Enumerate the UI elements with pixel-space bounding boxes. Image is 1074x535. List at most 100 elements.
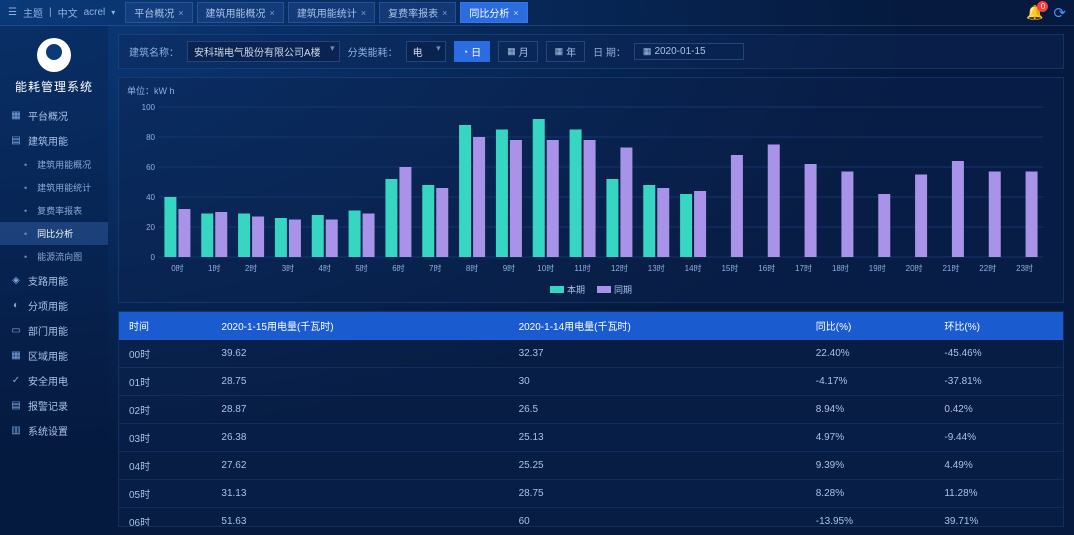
sidebar-subitem[interactable]: 同比分析 — [0, 222, 108, 245]
table-row: 06时51.6360-13.95%39.71% — [119, 508, 1063, 528]
filter-bar: 建筑名称： 安科瑞电气股份有限公司A楼 分类能耗： 电 ◔日 ▦月 ▦年 日 期… — [118, 34, 1064, 69]
bell-icon[interactable]: 🔔0 — [1026, 4, 1043, 21]
menu-icon: ✓ — [10, 375, 22, 386]
sidebar-item[interactable]: ▦区域用能 — [0, 343, 108, 368]
tab-bar: 平台概况×建筑用能概况×建筑用能统计×复费率报表×同比分析× — [125, 2, 527, 23]
menu-icon: ▥ — [10, 425, 22, 436]
svg-text:9时: 9时 — [503, 263, 515, 273]
menu-icon: ▤ — [10, 400, 22, 411]
app-logo: 能耗管理系统 — [0, 38, 108, 95]
svg-text:40: 40 — [146, 193, 155, 202]
close-icon[interactable]: × — [442, 8, 447, 18]
clock-icon: ◔ — [463, 47, 468, 57]
menu-toggle-icon[interactable]: ☰ — [8, 7, 17, 18]
svg-text:100: 100 — [142, 103, 156, 112]
svg-text:11时: 11时 — [574, 263, 590, 273]
close-icon[interactable]: × — [361, 8, 366, 18]
close-icon[interactable]: × — [178, 8, 183, 18]
svg-text:4时: 4时 — [319, 263, 331, 273]
table-row: 00时39.6232.3722.40%-45.46% — [119, 340, 1063, 368]
calendar-icon: ▦ — [555, 46, 564, 57]
svg-text:0: 0 — [151, 253, 156, 262]
table-row: 04时27.6225.259.39%4.49% — [119, 452, 1063, 480]
close-icon[interactable]: × — [513, 8, 518, 18]
sidebar-item[interactable]: ◈支路用能 — [0, 268, 108, 293]
svg-text:80: 80 — [146, 133, 155, 142]
svg-text:0时: 0时 — [171, 263, 183, 273]
sidebar-subitem[interactable]: 建筑用能概况 — [0, 153, 108, 176]
table-header: 环比(%) — [934, 312, 1063, 340]
data-table: 时间2020-1-15用电量(千瓦时)2020-1-14用电量(千瓦时)同比(%… — [119, 312, 1063, 527]
svg-text:20: 20 — [146, 223, 155, 232]
sidebar-item[interactable]: ▭部门用能 — [0, 318, 108, 343]
menu-icon: ▦ — [10, 110, 22, 121]
building-select[interactable]: 安科瑞电气股份有限公司A楼 — [187, 41, 340, 62]
type-label: 分类能耗： — [348, 44, 398, 59]
menu-icon: ◈ — [10, 275, 22, 286]
sidebar-subitem[interactable]: 复费率报表 — [0, 199, 108, 222]
refresh-icon[interactable]: ⟳ — [1053, 4, 1066, 22]
date-picker[interactable]: ▦2020-01-15 — [634, 43, 744, 60]
data-table-wrap: 时间2020-1-15用电量(千瓦时)2020-1-14用电量(千瓦时)同比(%… — [118, 311, 1064, 527]
tab[interactable]: 平台概况× — [125, 2, 192, 23]
period-month-button[interactable]: ▦月 — [498, 41, 538, 62]
menu-icon: ◐ — [10, 300, 22, 311]
date-label: 日 期： — [593, 44, 626, 59]
type-select[interactable]: 电 — [406, 41, 446, 62]
theme-label[interactable]: 主题 — [23, 5, 43, 20]
tab[interactable]: 建筑用能统计× — [288, 2, 375, 23]
chart-unit-label: 单位：kW h — [127, 84, 1055, 97]
svg-text:60: 60 — [146, 163, 155, 172]
table-row: 03时26.3825.134.97%-9.44% — [119, 424, 1063, 452]
table-header: 同比(%) — [806, 312, 935, 340]
svg-text:7时: 7时 — [429, 263, 441, 273]
avatar-icon — [37, 38, 71, 72]
sidebar-item[interactable]: ▥系统设置 — [0, 418, 108, 443]
table-row: 01时28.7530-4.17%-37.81% — [119, 368, 1063, 396]
sidebar-subitem[interactable]: 建筑用能统计 — [0, 176, 108, 199]
svg-text:2时: 2时 — [245, 263, 257, 273]
table-row: 05时31.1328.758.28%11.28% — [119, 480, 1063, 508]
calendar-icon: ▦ — [643, 46, 652, 57]
svg-text:12时: 12时 — [611, 263, 628, 273]
menu-icon: ▭ — [10, 325, 22, 336]
period-hour-button[interactable]: ◔日 — [454, 41, 490, 62]
table-header: 2020-1-14用电量(千瓦时) — [509, 312, 806, 340]
bar-chart: 0204060801000时1时2时3时4时5时6时7时8时9时10时11时12… — [127, 101, 1055, 281]
svg-text:23时: 23时 — [1016, 263, 1033, 273]
sidebar-item[interactable]: ◐分项用能 — [0, 293, 108, 318]
user-label[interactable]: acrel — [84, 7, 106, 18]
table-header: 时间 — [119, 312, 211, 340]
tab[interactable]: 建筑用能概况× — [197, 2, 284, 23]
table-row: 02时28.8726.58.94%0.42% — [119, 396, 1063, 424]
svg-text:18时: 18时 — [832, 263, 849, 273]
sidebar-item[interactable]: ▤建筑用能 — [0, 128, 108, 153]
table-header: 2020-1-15用电量(千瓦时) — [211, 312, 508, 340]
svg-text:19时: 19时 — [869, 263, 886, 273]
svg-text:16时: 16时 — [758, 263, 775, 273]
app-title: 能耗管理系统 — [0, 78, 108, 95]
svg-text:21时: 21时 — [942, 263, 959, 273]
sidebar-item[interactable]: ▤报警记录 — [0, 393, 108, 418]
sidebar-item[interactable]: ▦平台概况 — [0, 103, 108, 128]
svg-text:1时: 1时 — [208, 263, 220, 273]
tab[interactable]: 复费率报表× — [379, 2, 456, 23]
svg-text:22时: 22时 — [979, 263, 996, 273]
tab[interactable]: 同比分析× — [460, 2, 527, 23]
close-icon[interactable]: × — [270, 8, 275, 18]
chart-panel: 单位：kW h 0 20 40 60 80 100 0时 1时 2时 3时 4时 5时 6时 7时 8时 9时… — [118, 77, 1064, 303]
lang-label[interactable]: 中文 — [58, 5, 78, 20]
period-year-button[interactable]: ▦年 — [546, 41, 586, 62]
sidebar-subitem[interactable]: 能源流向图 — [0, 245, 108, 268]
chart-legend: 本期同期 — [127, 283, 1055, 296]
svg-text:3时: 3时 — [282, 263, 294, 273]
svg-text:17时: 17时 — [795, 263, 812, 273]
menu-icon: ▦ — [10, 350, 22, 361]
sidebar-item[interactable]: ✓安全用电 — [0, 368, 108, 393]
svg-text:8时: 8时 — [466, 263, 478, 273]
menu-icon: ▤ — [10, 135, 22, 146]
svg-text:6时: 6时 — [392, 263, 404, 273]
sidebar-menu: ▦平台概况▤建筑用能建筑用能概况建筑用能统计复费率报表同比分析能源流向图◈支路用… — [0, 103, 108, 443]
svg-text:15时: 15时 — [721, 263, 738, 273]
svg-text:5时: 5时 — [355, 263, 367, 273]
